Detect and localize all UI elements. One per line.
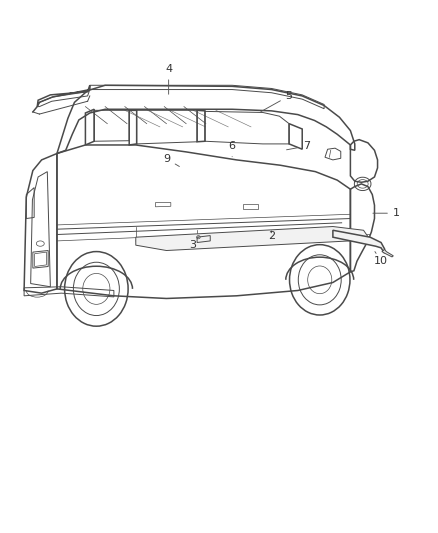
Text: 9: 9 bbox=[163, 154, 180, 166]
Text: 6: 6 bbox=[229, 141, 236, 157]
Text: 1: 1 bbox=[373, 208, 400, 218]
Polygon shape bbox=[136, 227, 370, 251]
Text: 2: 2 bbox=[268, 231, 275, 240]
Polygon shape bbox=[382, 249, 393, 257]
Polygon shape bbox=[333, 230, 385, 253]
Text: 3: 3 bbox=[189, 237, 198, 250]
Polygon shape bbox=[197, 236, 210, 243]
Text: 4: 4 bbox=[165, 64, 172, 94]
Text: 10: 10 bbox=[374, 252, 388, 266]
Text: 7: 7 bbox=[286, 141, 310, 151]
Text: 5: 5 bbox=[261, 91, 293, 111]
